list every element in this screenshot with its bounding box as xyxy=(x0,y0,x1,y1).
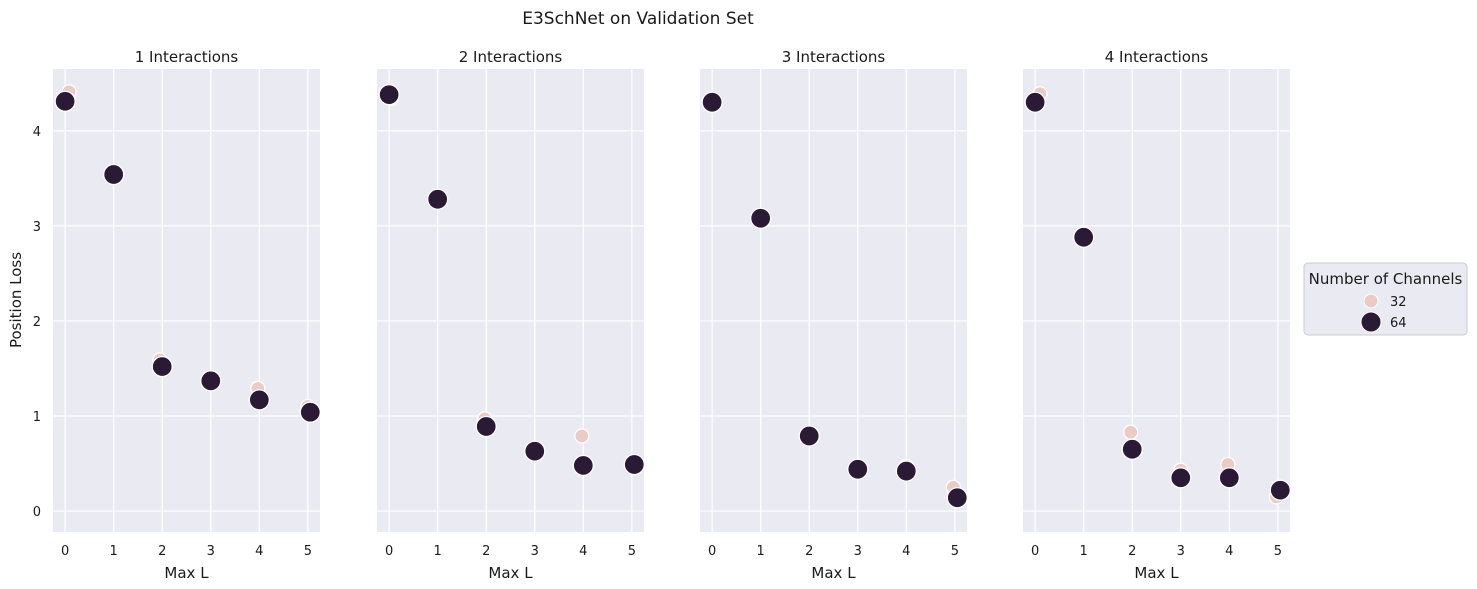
panel-title: 1 Interactions xyxy=(135,48,239,66)
x-axis-label: Max L xyxy=(811,564,856,582)
point-64ch xyxy=(427,188,449,210)
x-tick-label: 3 xyxy=(854,544,862,559)
point-64ch xyxy=(895,460,917,482)
x-tick-label: 1 xyxy=(757,544,765,559)
x-tick-label: 3 xyxy=(207,544,215,559)
legend-label-32: 32 xyxy=(1390,295,1407,310)
x-axis-label: Max L xyxy=(488,564,533,582)
x-tick-label: 2 xyxy=(482,544,490,559)
point-64ch xyxy=(701,91,723,113)
point-64ch xyxy=(572,454,594,477)
point-64ch xyxy=(200,370,222,392)
panel-background xyxy=(700,69,967,532)
chart-title: E3SchNet on Validation Set xyxy=(522,9,754,29)
point-64ch xyxy=(1269,479,1291,501)
panel-title: 4 Interactions xyxy=(1105,48,1209,66)
y-tick-label: 1 xyxy=(33,410,41,425)
point-64ch xyxy=(1073,226,1095,248)
panel-background xyxy=(1023,69,1290,532)
y-tick-label: 4 xyxy=(33,125,41,140)
x-axis-label: Max L xyxy=(1134,564,1179,582)
x-tick-label: 0 xyxy=(385,544,393,559)
x-tick-label: 2 xyxy=(805,544,813,559)
x-tick-label: 2 xyxy=(1128,544,1136,559)
point-64ch xyxy=(248,389,270,411)
point-64ch xyxy=(103,163,125,186)
y-tick-label: 0 xyxy=(33,505,41,520)
y-tick-label: 3 xyxy=(33,220,41,235)
point-64ch xyxy=(798,425,820,447)
x-tick-label: 2 xyxy=(158,544,166,559)
panel-background xyxy=(377,69,644,532)
legend-title: Number of Channels xyxy=(1309,270,1463,288)
y-axis-label: Position Loss xyxy=(7,252,25,348)
x-tick-label: 5 xyxy=(628,544,636,559)
x-axis-label: Max L xyxy=(164,564,209,582)
x-tick-label: 5 xyxy=(1274,544,1282,559)
point-64ch xyxy=(623,453,645,476)
point-32ch xyxy=(574,428,590,444)
legend: Number of Channels 32 64 xyxy=(1303,262,1468,336)
x-tick-label: 1 xyxy=(110,544,118,559)
point-64ch xyxy=(475,415,497,438)
panel-background xyxy=(53,69,320,532)
point-64ch xyxy=(847,458,869,480)
point-64ch xyxy=(750,207,772,229)
x-tick-label: 4 xyxy=(902,544,910,559)
x-tick-label: 0 xyxy=(1031,544,1039,559)
point-64ch xyxy=(151,355,173,378)
panel-3: 3 Interactions 0 1 2 3 4 5 Max L xyxy=(700,48,968,582)
x-tick-label: 4 xyxy=(579,544,587,559)
point-64ch xyxy=(524,440,546,462)
x-tick-label: 3 xyxy=(1177,544,1185,559)
point-64ch xyxy=(54,90,76,112)
point-32ch xyxy=(1123,424,1139,440)
point-64ch xyxy=(1218,467,1240,489)
legend-box xyxy=(1303,262,1468,336)
point-64ch xyxy=(1024,91,1046,113)
x-tick-label: 0 xyxy=(708,544,716,559)
legend-marker-32 xyxy=(1363,293,1379,309)
point-64ch xyxy=(299,401,321,423)
y-tick-label: 2 xyxy=(33,315,41,330)
panel-title: 3 Interactions xyxy=(782,48,886,66)
panel-1: 1 Interactions 0 1 2 3 4 5 0 1 2 3 4 Max L xyxy=(33,48,321,582)
x-tick-label: 4 xyxy=(1225,544,1233,559)
legend-marker-64 xyxy=(1360,311,1382,333)
panel-2: 2 Interactions 0 1 2 3 4 5 Max L xyxy=(377,48,645,582)
point-64ch xyxy=(1170,467,1192,489)
x-tick-label: 5 xyxy=(951,544,959,559)
point-64ch xyxy=(946,487,968,509)
panel-4: 4 Interactions 0 1 2 3 4 5 Max L xyxy=(1023,48,1291,582)
point-64ch xyxy=(1121,438,1143,460)
x-tick-label: 5 xyxy=(304,544,312,559)
point-64ch xyxy=(378,84,400,106)
x-tick-label: 1 xyxy=(434,544,442,559)
legend-label-64: 64 xyxy=(1390,316,1407,331)
x-tick-label: 1 xyxy=(1080,544,1088,559)
x-tick-label: 3 xyxy=(531,544,539,559)
x-tick-label: 0 xyxy=(61,544,69,559)
x-tick-label: 4 xyxy=(255,544,263,559)
panel-title: 2 Interactions xyxy=(459,48,563,66)
